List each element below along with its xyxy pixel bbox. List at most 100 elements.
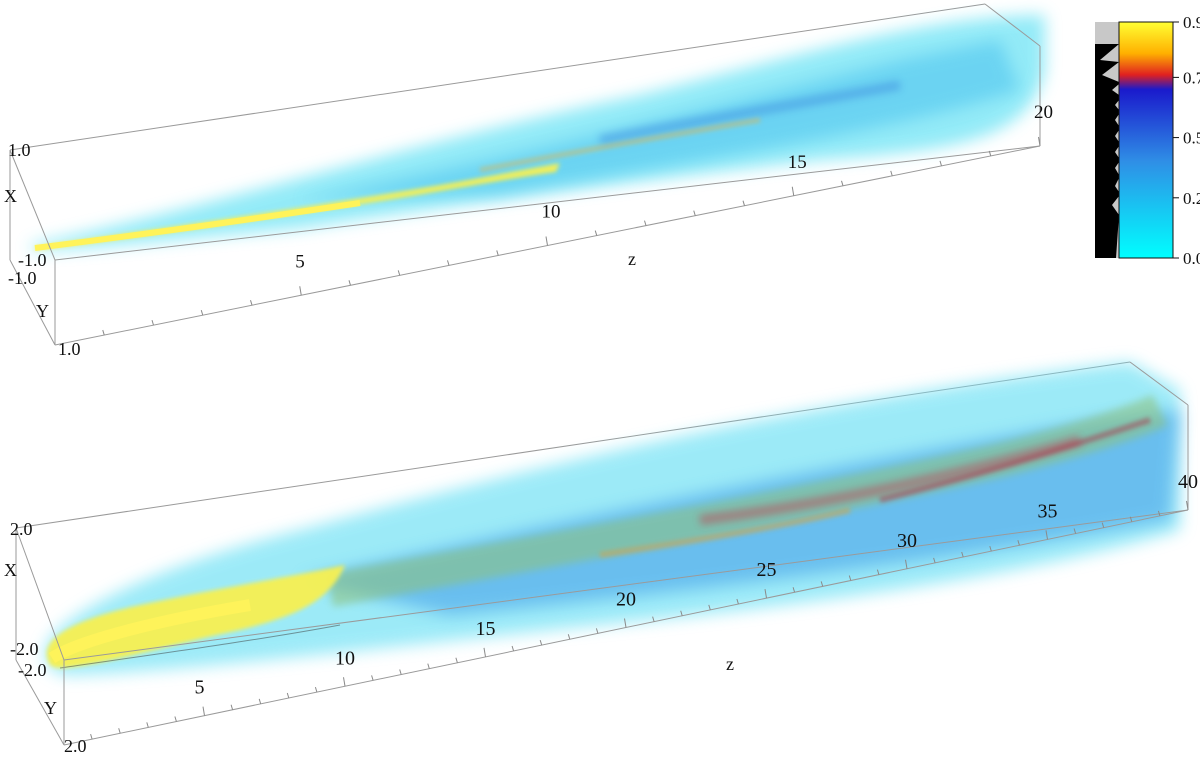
z-minor-tick (567, 634, 571, 640)
x-axis-label: X (4, 186, 17, 206)
x-max-label: 2.0 (10, 519, 33, 539)
z-minor-tick (230, 704, 234, 710)
z-minor-tick (961, 551, 964, 558)
z-axis-ticks-bottom: 5 10 15 20 25 30 35 40 (90, 471, 1198, 740)
z-minor-tick (1073, 528, 1077, 534)
z-axis-ticks-top: 5 10 15 20 (102, 102, 1053, 336)
colorbar-ramp (1118, 21, 1174, 259)
z-minor-tick (399, 669, 402, 675)
z-tick-label: 5 (295, 251, 305, 272)
z-minor-tick (174, 716, 177, 722)
z-tick-label: 40 (1178, 471, 1198, 493)
colorbar-tick-label: 0.0 (1183, 249, 1200, 268)
z-minor-tick (933, 557, 936, 564)
z-minor-tick (258, 698, 262, 705)
z-major-tick (905, 559, 908, 569)
z-minor-tick (693, 210, 696, 216)
z-minor-tick (151, 319, 154, 326)
x-min-label: -2.0 (10, 639, 39, 659)
z-minor-tick (90, 733, 93, 740)
z-minor-tick (1157, 510, 1161, 517)
opacity-transfer-function (1100, 44, 1119, 258)
z-major-tick (299, 286, 302, 296)
y-axis-label: Y (44, 698, 57, 718)
colorbar-tick-label: 0.25 (1183, 189, 1200, 208)
opacity-strip-top (1095, 22, 1119, 44)
z-minor-tick (118, 728, 121, 734)
z-minor-tick (989, 545, 992, 552)
z-tick-label: 15 (476, 618, 496, 640)
z-major-tick (764, 589, 767, 599)
z-minor-tick (841, 180, 844, 186)
z-minor-tick (939, 160, 942, 167)
z-minor-tick (742, 200, 745, 206)
z-minor-tick (314, 686, 318, 693)
panel-bottom: 5 10 15 20 25 30 35 40 2.0 X -2.0 -2.0 Y 2.0 z (4, 361, 1198, 756)
z-minor-tick (988, 150, 992, 157)
bounding-box-back-edges (9, 3, 986, 260)
z-minor-tick (397, 270, 401, 276)
z-minor-tick (890, 170, 893, 176)
y-max-label: 2.0 (64, 736, 87, 756)
y-min-label: -1.0 (8, 268, 37, 288)
z-tick-label: 20 (616, 589, 636, 611)
y-axis-label: Y (36, 301, 49, 321)
jet-plume-bottom (44, 362, 1181, 675)
z-major-tick (545, 236, 548, 246)
z-major-tick (483, 647, 486, 657)
z-tick-label: 15 (788, 152, 807, 173)
jet-plume-top (30, 15, 1045, 251)
z-minor-tick (644, 220, 647, 226)
colorbar-ticks: 0.98 0.75 0.50 0.25 0.0 (1173, 13, 1200, 268)
z-minor-tick (1129, 516, 1133, 522)
z-tick-label: 20 (1034, 102, 1053, 123)
z-minor-tick (146, 722, 149, 728)
z-minor-tick (511, 645, 515, 652)
z-minor-tick (652, 616, 655, 622)
x-min-label: -1.0 (18, 250, 47, 270)
z-axis-label: z (726, 654, 734, 674)
x-axis-label: X (4, 560, 17, 580)
z-major-tick (202, 706, 205, 716)
z-minor-tick (1017, 540, 1020, 546)
z-minor-tick (200, 310, 204, 316)
z-minor-tick (594, 230, 598, 236)
z-tick-label: 30 (897, 530, 917, 552)
z-minor-tick (250, 300, 253, 306)
z-minor-tick (1101, 522, 1105, 528)
z-minor-tick (708, 604, 711, 611)
z-minor-tick (455, 657, 458, 663)
z-minor-tick (736, 598, 739, 605)
z-minor-tick (820, 581, 824, 587)
z-tick-label: 10 (335, 647, 355, 669)
z-minor-tick (680, 610, 683, 616)
z-minor-tick (447, 260, 450, 266)
z-minor-tick (102, 329, 105, 336)
z-major-tick (1038, 136, 1041, 147)
z-major-tick (624, 618, 627, 628)
z-minor-tick (595, 628, 599, 634)
z-minor-tick (539, 639, 543, 646)
z-minor-tick (427, 663, 430, 669)
z-tick-label: 5 (195, 677, 205, 699)
y-min-label: -2.0 (18, 660, 47, 680)
z-minor-tick (286, 692, 290, 699)
z-major-tick (791, 186, 795, 196)
z-major-tick (1045, 530, 1048, 540)
z-tick-label: 10 (542, 202, 561, 223)
z-minor-tick (848, 575, 852, 581)
z-tick-label: 25 (757, 559, 777, 581)
z-minor-tick (792, 587, 796, 593)
panel-top: 5 10 15 20 1.0 X -1.0 -1.0 Y 1.0 z (4, 3, 1053, 359)
colorbar-tick-label: 0.50 (1183, 129, 1200, 148)
z-minor-tick (496, 250, 499, 256)
colorbar: 0.98 0.75 0.50 0.25 0.0 (1095, 13, 1200, 268)
z-minor-tick (348, 280, 351, 286)
z-axis-label: z (628, 249, 636, 269)
z-tick-label: 35 (1038, 500, 1058, 522)
y-max-label: 1.0 (58, 339, 81, 359)
z-minor-tick (876, 569, 880, 575)
z-major-tick (343, 677, 346, 687)
z-major-tick (1186, 500, 1189, 511)
z-minor-tick (371, 675, 374, 681)
